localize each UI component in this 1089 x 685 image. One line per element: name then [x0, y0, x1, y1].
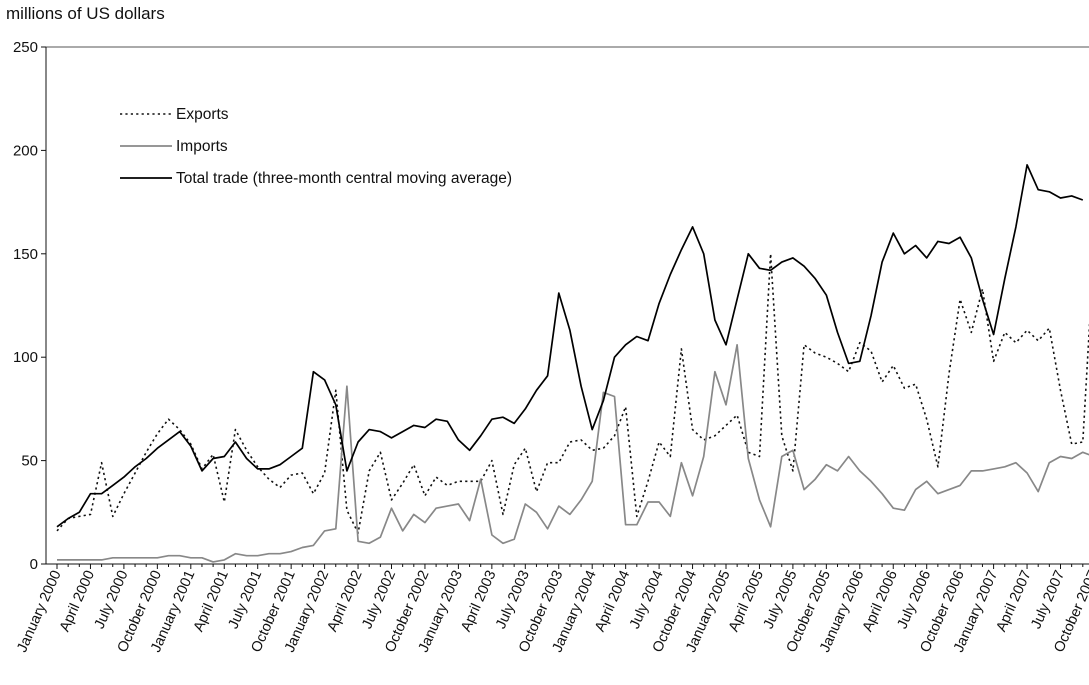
y-tick-label: 150 — [13, 246, 38, 263]
y-tick-label: 100 — [13, 349, 38, 366]
series-line-total-trade — [56, 164, 1084, 528]
series-line-imports — [57, 343, 1089, 563]
legend-label: Exports — [176, 106, 229, 123]
y-axis-unit-label: millions of US dollars — [6, 4, 165, 23]
y-tick-label: 200 — [13, 142, 38, 159]
y-tick-label: 0 — [30, 556, 38, 573]
legend-label: Total trade (three-month central moving … — [176, 170, 512, 187]
y-tick-label: 250 — [13, 39, 38, 56]
y-tick-label: 50 — [21, 453, 38, 470]
series-line-exports — [56, 253, 1089, 534]
legend-label: Imports — [176, 138, 228, 155]
x-tick-label: January 2000 — [14, 568, 64, 655]
